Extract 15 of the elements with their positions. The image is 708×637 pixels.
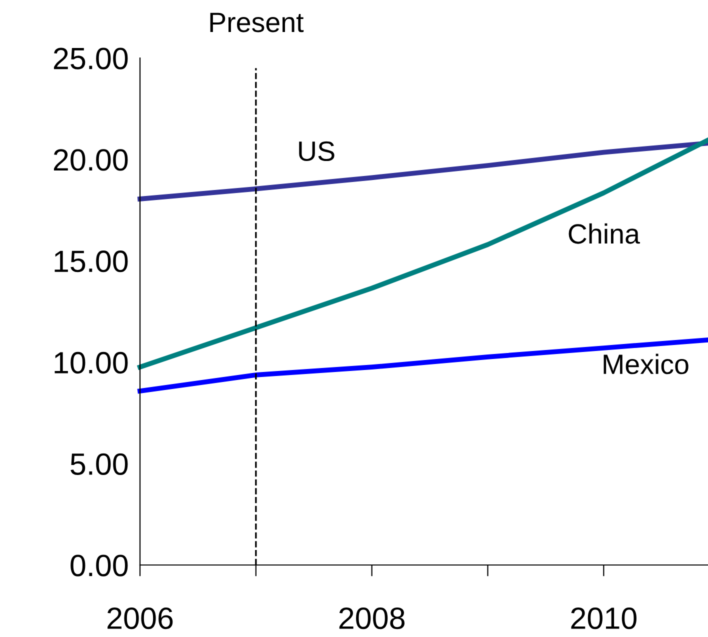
y-tick-label: 15.00 [54, 250, 128, 272]
y-tick-label: 10.00 [54, 352, 128, 374]
y-tick-label: 5.00 [70, 453, 128, 475]
line-series [138, 140, 708, 202]
x-tick-label: 2010 [571, 607, 636, 630]
line-series [138, 337, 708, 394]
y-tick-label: 25.00 [54, 48, 128, 70]
y-tick-label: 0.00 [70, 554, 128, 576]
series-label: US [299, 141, 334, 162]
y-tick-label: 20.00 [54, 149, 128, 171]
x-tick-label: 2006 [108, 607, 173, 630]
x-tick-label: 2008 [339, 607, 404, 630]
series-label: China [568, 223, 640, 244]
ref-line-label: Present [210, 12, 304, 32]
series-label: Mexico [604, 354, 688, 374]
